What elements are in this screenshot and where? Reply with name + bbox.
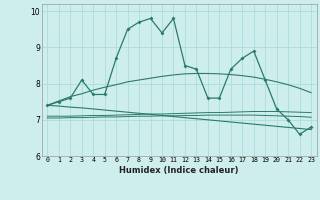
X-axis label: Humidex (Indice chaleur): Humidex (Indice chaleur)	[119, 166, 239, 175]
